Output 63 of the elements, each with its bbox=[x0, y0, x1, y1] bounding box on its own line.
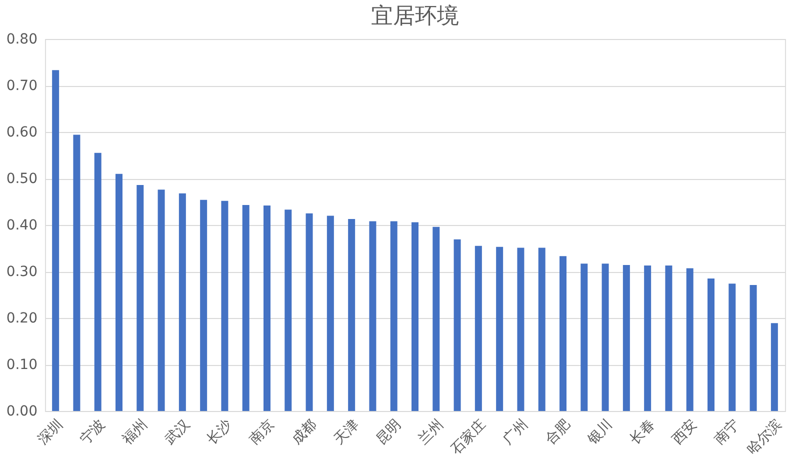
bar bbox=[580, 264, 588, 411]
bar bbox=[750, 284, 757, 411]
bar bbox=[284, 210, 292, 411]
x-tick-label: 长春 bbox=[627, 416, 658, 448]
bar bbox=[560, 256, 566, 411]
bar bbox=[369, 221, 376, 411]
bar bbox=[116, 174, 122, 411]
x-tick-label: 兰州 bbox=[416, 416, 447, 448]
bar bbox=[348, 218, 356, 411]
x-tick-label: 石家庄 bbox=[448, 416, 490, 458]
bar bbox=[708, 278, 714, 411]
bar bbox=[306, 213, 313, 411]
bar bbox=[665, 265, 672, 411]
x-tick-label: 深圳 bbox=[35, 416, 66, 448]
bar bbox=[221, 200, 228, 411]
bar bbox=[178, 193, 186, 411]
y-tick-label: 0.50 bbox=[6, 171, 38, 187]
bar bbox=[517, 248, 524, 411]
x-tick-label: 天津 bbox=[331, 416, 362, 448]
chart-title: 宜居环境 bbox=[371, 4, 459, 29]
bar bbox=[200, 200, 208, 411]
bar bbox=[538, 248, 546, 411]
y-tick-label: 0.20 bbox=[6, 310, 38, 326]
x-tick-label: 长沙 bbox=[204, 416, 236, 448]
bar bbox=[326, 216, 334, 411]
x-tick-label: 宁波 bbox=[77, 416, 108, 448]
x-tick-label: 银川 bbox=[584, 416, 616, 449]
bar bbox=[390, 221, 398, 411]
x-tick-label: 合肥 bbox=[542, 416, 574, 448]
y-tick-label: 0.30 bbox=[6, 264, 38, 280]
x-tick-label: 南京 bbox=[246, 416, 278, 448]
y-tick-label: 0.10 bbox=[6, 357, 38, 373]
bar bbox=[686, 268, 694, 411]
y-tick-label: 0.40 bbox=[6, 218, 38, 234]
x-tick-label: 昆明 bbox=[373, 416, 404, 448]
bar bbox=[622, 264, 630, 411]
bar bbox=[136, 185, 144, 411]
y-tick-label: 0.70 bbox=[6, 78, 38, 94]
bar bbox=[94, 152, 102, 411]
bar bbox=[52, 70, 60, 411]
x-tick-label: 武汉 bbox=[162, 416, 194, 448]
bar bbox=[73, 134, 80, 411]
bar bbox=[454, 239, 461, 411]
x-tick-label: 广州 bbox=[500, 416, 532, 448]
x-tick-label: 福州 bbox=[120, 416, 151, 448]
y-tick-label: 0.60 bbox=[6, 124, 38, 140]
bar bbox=[158, 190, 165, 411]
x-tick-label: 西安 bbox=[669, 416, 700, 448]
bar bbox=[496, 246, 504, 411]
y-tick-label: 0.80 bbox=[6, 32, 38, 48]
bar bbox=[602, 264, 609, 411]
bar bbox=[432, 226, 440, 411]
x-tick-label: 哈尔滨 bbox=[744, 416, 786, 458]
bar bbox=[412, 222, 418, 411]
bar bbox=[770, 323, 778, 411]
bar bbox=[474, 246, 482, 411]
bar bbox=[264, 205, 270, 411]
bar bbox=[644, 265, 652, 411]
x-tick-label: 成都 bbox=[288, 416, 320, 448]
x-tick-label: 南宁 bbox=[712, 416, 743, 448]
bar bbox=[728, 284, 736, 411]
bar bbox=[242, 205, 250, 411]
y-tick-label: 0.00 bbox=[6, 404, 38, 420]
